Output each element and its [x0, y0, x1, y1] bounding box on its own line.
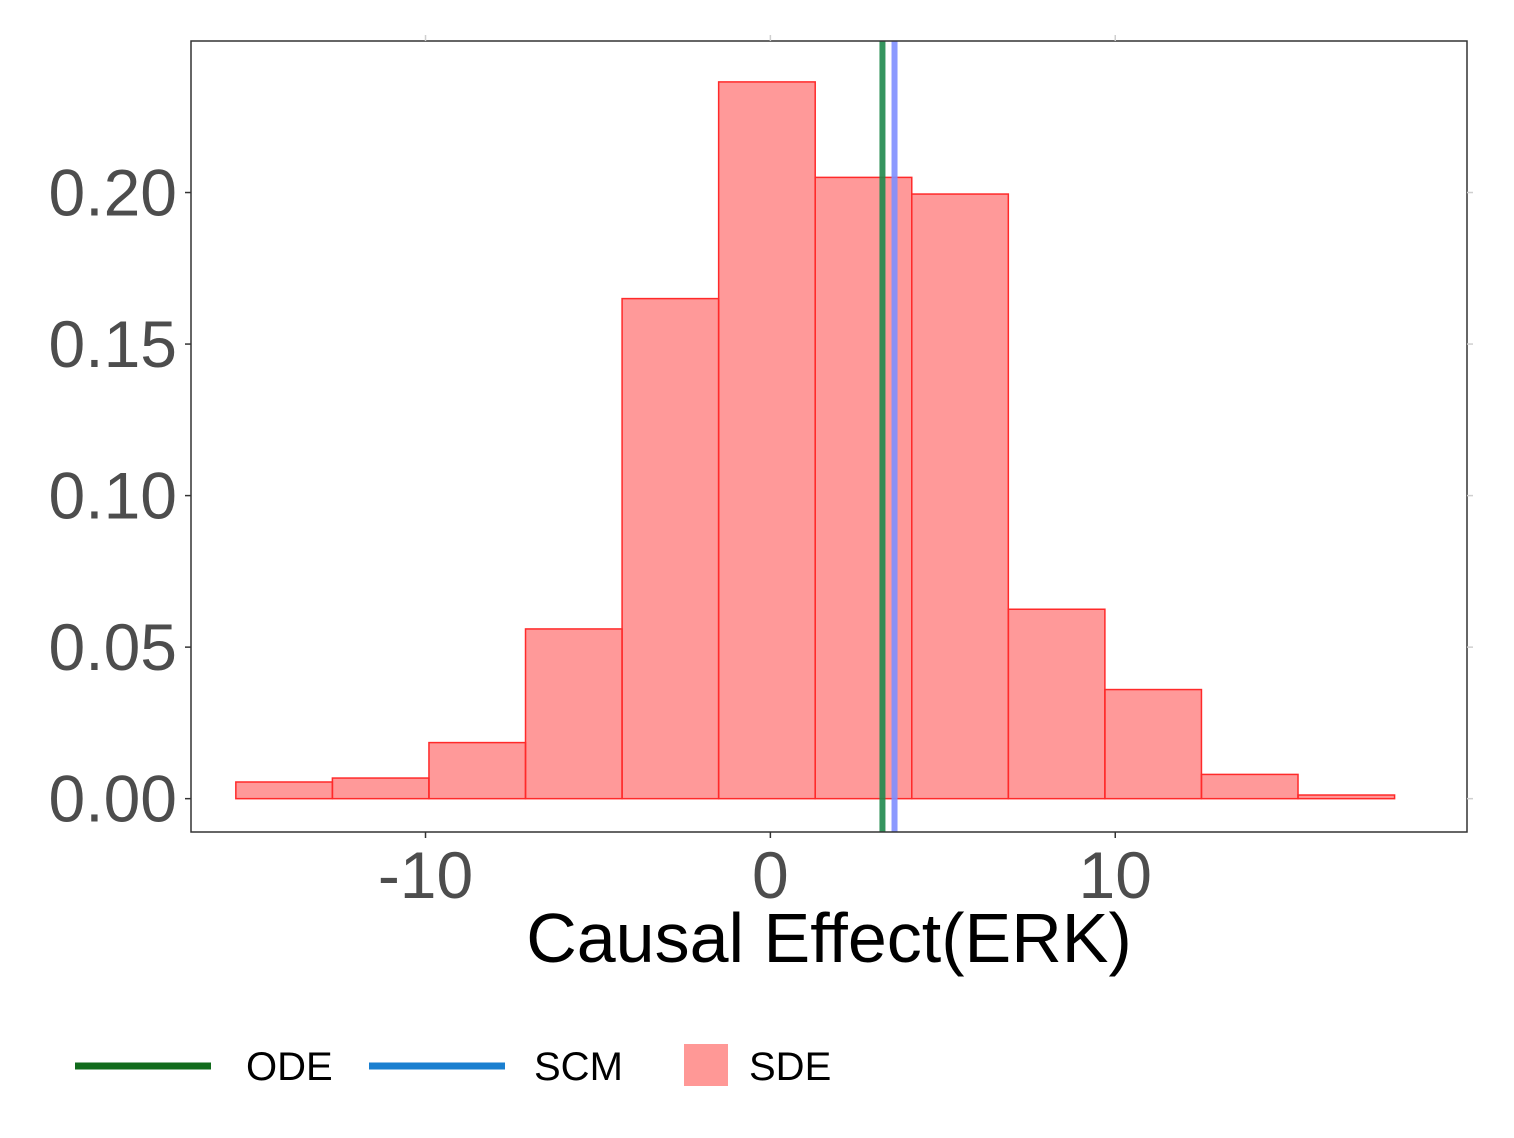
histogram-bar-11 [1297, 794, 1396, 800]
legend: ODE SCM SDE [75, 1044, 831, 1089]
histogram-bar-3 [524, 628, 623, 800]
x-tick-label: -10 [378, 838, 473, 912]
histogram-bar-10 [1200, 773, 1299, 800]
legend-label-scm: SCM [534, 1045, 623, 1089]
reference-lines [879, 41, 898, 832]
histogram-bar-5 [717, 81, 816, 800]
histogram-bar-1 [331, 777, 430, 800]
x-tick-label: 10 [1079, 838, 1152, 912]
histogram-bar-7 [911, 193, 1010, 800]
plot-border [190, 40, 1468, 833]
y-tick-label: 0.00 [49, 762, 177, 836]
histogram-bar-4 [621, 297, 720, 800]
y-tick-label: 0.05 [49, 610, 177, 684]
legend-label-sde: SDE [749, 1045, 831, 1089]
histogram-bar-8 [1007, 608, 1106, 800]
histogram-bar-9 [1104, 688, 1203, 800]
y-tick-label: 0.15 [49, 307, 177, 381]
x-axis: -10 0 10 [378, 35, 1152, 912]
y-tick-label: 0.20 [49, 156, 177, 230]
x-axis-title: Causal Effect(ERK) [526, 899, 1132, 977]
histogram-bar-2 [428, 741, 527, 800]
y-axis: 0.00 0.05 0.10 0.15 0.20 [49, 156, 1473, 836]
histogram-bar-0 [235, 781, 334, 800]
x-tick-label: 0 [752, 838, 789, 912]
y-tick-label: 0.10 [49, 459, 177, 533]
legend-label-ode: ODE [246, 1045, 333, 1089]
legend-key-sde [684, 1044, 728, 1086]
